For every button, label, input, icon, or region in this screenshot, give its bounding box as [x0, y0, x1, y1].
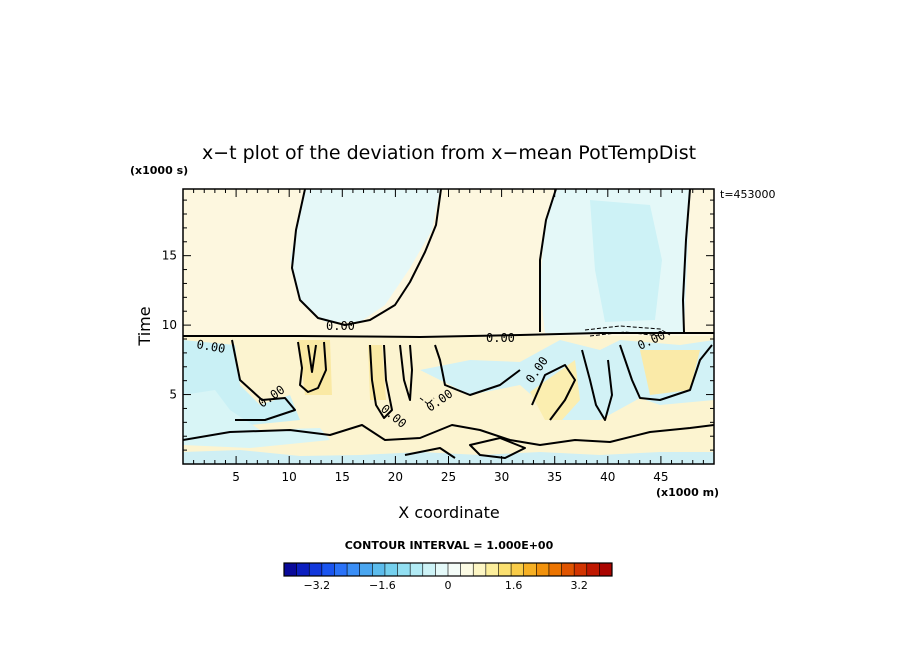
colorbar-swatch — [523, 563, 537, 576]
lower-warm-patch-4 — [640, 350, 700, 395]
zero-contour-lower-10 — [183, 424, 714, 446]
colorbar-swatch — [435, 563, 449, 576]
x-tick-label: 40 — [600, 470, 615, 484]
colorbar-swatch — [511, 563, 524, 576]
colorbar-swatch — [548, 563, 562, 576]
zero-contour-lower-1 — [231, 339, 296, 421]
chart-title: x−t plot of the deviation from x−mean Po… — [202, 142, 696, 164]
zero-contour-upper-right — [682, 189, 691, 333]
y-unit-label: (x1000 s) — [130, 164, 188, 177]
zero-contour-lower-5 — [399, 344, 413, 401]
colorbar-tick-label: 0 — [445, 579, 452, 592]
zero-contour-lower-7 — [531, 364, 576, 421]
zero-contour-upper-mid — [539, 189, 557, 332]
colorbar-swatch — [384, 563, 398, 576]
colorbar-swatch — [359, 563, 373, 576]
x-tick-label: 30 — [494, 470, 509, 484]
colorbar-tick-label: 1.6 — [505, 579, 523, 592]
colorbar-swatch — [586, 563, 600, 576]
zero-contour-lower-11 — [469, 437, 526, 459]
colorbar-swatch — [309, 563, 323, 576]
y-axis-title: Time — [135, 306, 154, 346]
contour-label-3: 0.00 — [195, 337, 226, 356]
contour-label-2: 0.00 — [486, 331, 515, 345]
colorbar-tick-label: 3.2 — [570, 579, 588, 592]
colorbar-swatch — [347, 563, 360, 576]
y-axis-ticks: 5 10 15 — [162, 199, 714, 451]
zero-contour-upper-left — [291, 189, 442, 326]
zero-contour-lower-12 — [404, 447, 456, 459]
colorbar-tick-labels: −3.2 −1.6 0 1.6 3.2 — [303, 579, 588, 592]
colorbar-frame — [283, 562, 613, 577]
zero-contour-lower-3 — [307, 344, 317, 373]
contour-label-1: 0.00 — [326, 319, 355, 333]
x-tick-label: 10 — [282, 470, 297, 484]
x-tick-label: 45 — [653, 470, 668, 484]
colorbar-swatch — [448, 563, 461, 576]
zero-contour-band-edge — [183, 332, 714, 338]
zero-contour-lower-6 — [434, 344, 521, 396]
colorbar-swatch — [372, 563, 386, 576]
upper-cool-core — [590, 200, 662, 322]
negative-contour-3 — [419, 397, 435, 405]
x-unit-label: (x1000 m) — [656, 486, 719, 499]
zero-contour-lower-8 — [581, 349, 613, 421]
x-axis-ticks: 5 10 15 20 25 30 35 40 45 — [193, 189, 704, 484]
colorbar-swatch — [410, 563, 424, 576]
colorbar — [283, 562, 613, 577]
lower-warm-patch-2 — [298, 340, 332, 395]
y-tick-label: 5 — [169, 388, 177, 402]
negative-contour-1 — [584, 325, 671, 336]
x-tick-label: 20 — [388, 470, 403, 484]
y-tick-label: 10 — [162, 318, 177, 332]
colorbar-tick-label: −3.2 — [303, 579, 330, 592]
colorbar-swatch — [460, 563, 474, 576]
x-tick-label: 5 — [232, 470, 240, 484]
zero-contour-lower-2 — [297, 341, 327, 393]
colorbar-swatch — [485, 563, 499, 576]
upper-cool-region-1 — [290, 189, 440, 322]
zero-contour-lower-9 — [619, 344, 713, 401]
x-tick-label: 35 — [547, 470, 562, 484]
x-tick-label: 15 — [335, 470, 350, 484]
colorbar-swatch — [561, 563, 575, 576]
lower-warm-patch-1 — [530, 360, 580, 420]
colorbar-swatch — [574, 563, 588, 576]
colorbar-swatch — [334, 563, 348, 576]
colorbar-tick-label: −1.6 — [369, 579, 396, 592]
colorbar-swatch — [599, 563, 613, 576]
x-tick-label: 25 — [441, 470, 456, 484]
colorbar-swatch — [296, 563, 310, 576]
contour-interval-label: CONTOUR INTERVAL = 1.000E+00 — [345, 539, 554, 552]
colorbar-swatch — [536, 563, 550, 576]
zero-contour-lower-4 — [369, 344, 393, 419]
colorbar-swatch — [321, 563, 335, 576]
y-tick-label: 15 — [162, 249, 177, 263]
x-axis-title: X coordinate — [398, 503, 499, 522]
colorbar-swatch — [498, 563, 512, 576]
heatmap-field: 0.00 0.00 0.00 0.00 0.00 0.00 0.00 0.00 — [183, 189, 714, 464]
colorbar-swatch — [397, 563, 411, 576]
colorbar-swatch — [473, 563, 487, 576]
time-stamp-label: t=453000 — [720, 188, 776, 201]
colorbar-swatch — [284, 563, 297, 576]
colorbar-swatch — [422, 563, 436, 576]
